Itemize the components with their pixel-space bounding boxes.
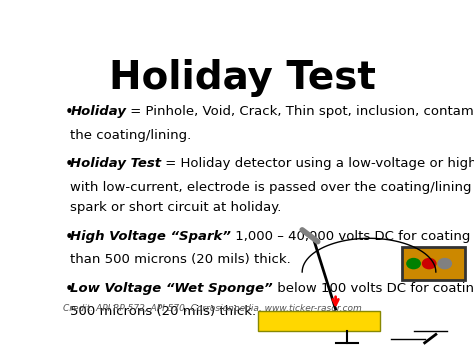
Text: High Voltage “Spark”: High Voltage “Spark” [70, 230, 231, 243]
Text: with low-current, electrode is passed over the coating/lining detect: with low-current, electrode is passed ov… [70, 181, 474, 193]
Circle shape [438, 258, 451, 269]
Text: spark or short circuit at holiday.: spark or short circuit at holiday. [70, 201, 282, 214]
Circle shape [422, 258, 436, 269]
Text: = Pinhole, Void, Crack, Thin spot, inclusion, contaminant in: = Pinhole, Void, Crack, Thin spot, inclu… [126, 105, 474, 119]
Text: •: • [65, 105, 73, 120]
Text: than 500 microns (20 mils) thick.: than 500 microns (20 mils) thick. [70, 253, 291, 266]
Text: Low Voltage “Wet Sponge”: Low Voltage “Wet Sponge” [70, 282, 273, 295]
Text: below 100 volts DC for coating less than: below 100 volts DC for coating less than [273, 282, 474, 295]
Text: •: • [65, 157, 73, 173]
Text: 1,000 – 40,000 volts DC for coating is thicker: 1,000 – 40,000 volts DC for coating is t… [231, 230, 474, 243]
Text: Holiday Test: Holiday Test [109, 59, 376, 97]
Bar [402, 247, 465, 280]
Text: = Holiday detector using a low-voltage or high-voltage,: = Holiday detector using a low-voltage o… [161, 157, 474, 170]
Text: •: • [65, 230, 73, 245]
Text: Credit: API RP 572, API 570, Corrosionpedia, www.ticker-rasor.com: Credit: API RP 572, API 570, Corrosionpe… [63, 304, 362, 313]
Text: Holiday: Holiday [70, 105, 126, 119]
Bar [258, 311, 380, 331]
Text: Holiday Test: Holiday Test [70, 157, 161, 170]
Text: the coating/lining.: the coating/lining. [70, 129, 191, 142]
Text: •: • [65, 282, 73, 297]
Text: 500 microns (20 mils) thick.: 500 microns (20 mils) thick. [70, 305, 256, 318]
Circle shape [407, 258, 420, 269]
